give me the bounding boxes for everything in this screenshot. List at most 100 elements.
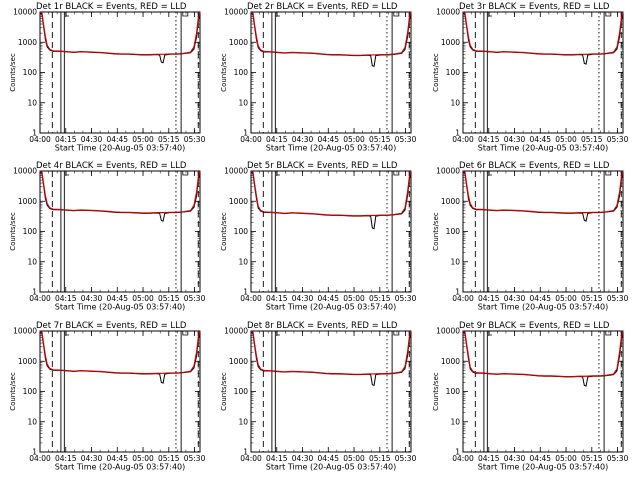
y-tick-label: 1000	[441, 38, 460, 47]
x-tick-label: 04:15	[478, 454, 500, 463]
y-tick-label: 1	[32, 129, 37, 138]
x-tick-label: 05:15	[581, 135, 603, 144]
y-axis-title: Counts/sec	[220, 212, 228, 251]
x-tick-label: 05:15	[369, 135, 391, 144]
x-tick-label: 04:00	[29, 135, 51, 144]
attenuator-bracket	[393, 171, 400, 176]
y-tick-label: 10000	[13, 327, 37, 336]
y-axis-title: Counts/sec	[9, 372, 17, 411]
attenuator-bracket	[276, 12, 281, 17]
y-tick-label: 1000	[229, 197, 248, 206]
x-tick-label: 04:45	[106, 454, 128, 463]
x-tick-label: 04:15	[266, 454, 288, 463]
x-tick-label: 05:00	[132, 454, 154, 463]
x-tick-label: 05:00	[343, 135, 365, 144]
panel: Det 4r BLACK = Events, RED = LLD 1 10 100 10…	[9, 161, 206, 312]
lld-series-line	[39, 330, 201, 375]
y-tick-label: 1000	[18, 197, 37, 206]
y-tick-label: 1000	[18, 357, 37, 366]
lld-series-line	[462, 330, 624, 378]
panel-title: Det 6r BLACK = Events, RED = LLD	[459, 161, 610, 171]
attenuator-bracket	[605, 171, 612, 176]
lld-series-line	[250, 170, 412, 217]
x-tick-label: 05:30	[395, 294, 417, 303]
panel-title: Det 1r BLACK = Events, RED = LLD	[36, 2, 187, 12]
panel: Det 1r BLACK = Events, RED = LLD 1 10 100 10…	[9, 2, 206, 153]
x-tick-label: 05:00	[343, 294, 365, 303]
x-tick-label: 04:00	[29, 454, 51, 463]
x-tick-label: 05:15	[158, 294, 180, 303]
panel: Det 8r BLACK = Events, RED = LLD 1 10 100 10…	[220, 321, 417, 472]
y-tick-label: 100	[23, 68, 38, 77]
panel-title: Det 9r BLACK = Events, RED = LLD	[459, 321, 610, 331]
x-axis-title: Start Time (20-Aug-05 03:57:40)	[55, 144, 186, 153]
x-axis-title: Start Time (20-Aug-05 03:57:40)	[55, 303, 186, 312]
x-axis-title: Start Time (20-Aug-05 03:57:40)	[266, 303, 397, 312]
y-tick-label: 10000	[13, 167, 37, 176]
x-tick-label: 05:15	[581, 294, 603, 303]
x-axis-title: Start Time (20-Aug-05 03:57:40)	[478, 303, 609, 312]
x-tick-label: 04:30	[292, 294, 314, 303]
x-tick-label: 04:00	[452, 135, 474, 144]
x-axis-title: Start Time (20-Aug-05 03:57:40)	[266, 144, 397, 153]
y-tick-label: 10000	[436, 327, 460, 336]
x-tick-label: 05:00	[132, 135, 154, 144]
x-tick-label: 04:15	[55, 294, 77, 303]
lld-series-line	[250, 11, 412, 56]
y-tick-label: 1	[455, 129, 460, 138]
panel: Det 3r BLACK = Events, RED = LLD 1 10 100 10…	[432, 2, 629, 153]
y-axis-title: Counts/sec	[9, 53, 17, 92]
attenuator-bracket	[276, 331, 281, 336]
x-axis-title: Start Time (20-Aug-05 03:57:40)	[55, 463, 186, 472]
lld-series-line	[39, 170, 201, 214]
x-tick-label: 05:30	[184, 454, 206, 463]
attenuator-bracket	[393, 331, 400, 336]
y-tick-label: 1000	[441, 357, 460, 366]
x-tick-label: 04:00	[240, 135, 262, 144]
attenuator-bracket	[488, 171, 493, 176]
x-tick-label: 04:15	[55, 135, 77, 144]
x-tick-label: 04:45	[106, 294, 128, 303]
attenuator-bracket	[488, 12, 493, 17]
panel: Det 7r BLACK = Events, RED = LLD 1 10 100 10…	[9, 321, 206, 472]
x-tick-label: 04:30	[504, 454, 526, 463]
y-tick-label: 10000	[436, 8, 460, 17]
x-tick-label: 04:00	[452, 294, 474, 303]
panel: Det 2r BLACK = Events, RED = LLD 1 10 100 10…	[220, 2, 417, 153]
lld-series-line	[462, 170, 624, 214]
y-tick-label: 10000	[13, 8, 37, 17]
x-tick-label: 04:15	[266, 294, 288, 303]
lld-series-line	[462, 11, 624, 56]
y-tick-label: 10	[450, 98, 460, 107]
panel-title: Det 8r BLACK = Events, RED = LLD	[247, 321, 398, 331]
panel-title: Det 2r BLACK = Events, RED = LLD	[247, 2, 398, 12]
x-tick-label: 04:15	[478, 135, 500, 144]
attenuator-bracket	[605, 12, 612, 17]
panel: Det 5r BLACK = Events, RED = LLD 1 10 100 10…	[220, 161, 417, 312]
y-tick-label: 100	[23, 387, 38, 396]
x-tick-label: 04:45	[317, 294, 339, 303]
x-tick-label: 04:15	[55, 454, 77, 463]
y-tick-label: 1	[243, 129, 248, 138]
y-tick-label: 1	[243, 288, 248, 297]
attenuator-bracket	[488, 331, 493, 336]
panel: Det 6r BLACK = Events, RED = LLD 1 10 100 10…	[432, 161, 629, 312]
attenuator-bracket	[393, 12, 400, 17]
attenuator-bracket	[65, 12, 70, 17]
attenuator-bracket	[276, 171, 281, 176]
y-axis-title: Counts/sec	[432, 372, 440, 411]
y-tick-label: 100	[446, 387, 461, 396]
panel-title: Det 5r BLACK = Events, RED = LLD	[247, 161, 398, 171]
y-tick-label: 10	[238, 417, 248, 426]
x-tick-label: 04:00	[240, 294, 262, 303]
x-tick-label: 05:30	[607, 294, 629, 303]
lld-series-line	[39, 11, 201, 56]
y-tick-label: 100	[234, 68, 249, 77]
y-tick-label: 1000	[18, 38, 37, 47]
y-tick-label: 10	[450, 417, 460, 426]
x-tick-label: 04:00	[452, 454, 474, 463]
y-tick-label: 10	[27, 417, 37, 426]
x-tick-label: 05:30	[607, 135, 629, 144]
y-axis-title: Counts/sec	[9, 212, 17, 251]
